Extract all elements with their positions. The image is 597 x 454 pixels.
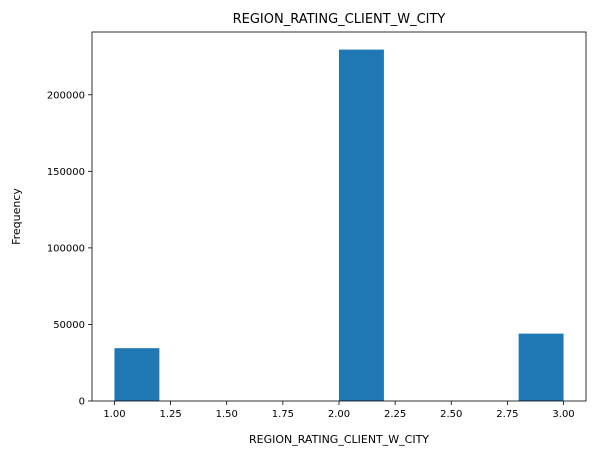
x-tick-label: 2.50 xyxy=(440,409,462,420)
y-tick-label: 150000 xyxy=(47,167,85,178)
x-tick-label: 3.00 xyxy=(552,409,574,420)
x-tick-label: 2.75 xyxy=(496,409,518,420)
y-tick-label: 50000 xyxy=(53,320,85,331)
x-axis-label: REGION_RATING_CLIENT_W_CITY xyxy=(249,433,429,446)
x-tick-label: 1.75 xyxy=(272,409,294,420)
histogram-bar xyxy=(339,49,384,402)
x-axis-ticks: 1.00 1.25 1.50 1.75 2.00 2.25 2.50 2.75 3.00 xyxy=(103,401,575,420)
x-tick-label: 1.50 xyxy=(216,409,238,420)
x-tick-label: 2.00 xyxy=(328,409,350,420)
x-tick-label: 1.25 xyxy=(159,409,181,420)
y-tick-label: 100000 xyxy=(47,243,85,254)
y-axis-ticks: 0 50000 100000 150000 200000 xyxy=(47,90,92,408)
histogram-bar xyxy=(518,333,564,401)
y-axis-label: Frequency xyxy=(10,188,23,245)
x-tick-label: 1.00 xyxy=(103,409,125,420)
bars-group xyxy=(114,49,564,402)
x-tick-label: 2.25 xyxy=(384,409,406,420)
histogram-bar xyxy=(114,348,160,401)
y-tick-label: 200000 xyxy=(47,90,85,101)
y-tick-label: 0 xyxy=(79,397,85,408)
chart-title: REGION_RATING_CLIENT_W_CITY xyxy=(233,12,446,27)
